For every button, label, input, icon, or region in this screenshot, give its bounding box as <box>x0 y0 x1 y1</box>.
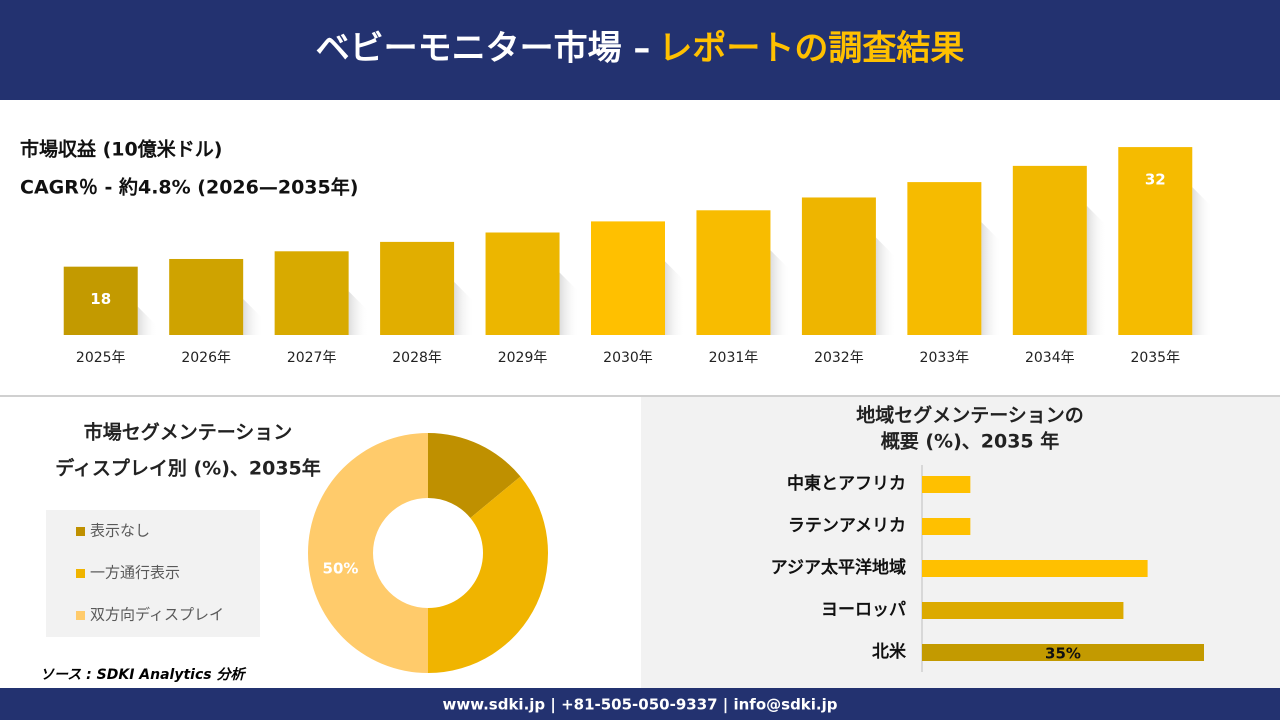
bar <box>922 644 1204 661</box>
bar-shadow <box>348 291 369 335</box>
value-label: 18 <box>90 290 111 308</box>
category-label: アジア太平洋地域 <box>771 557 906 578</box>
bar <box>591 221 665 335</box>
bar <box>922 518 971 535</box>
legend-label: 双方向ディスプレイ <box>90 606 224 624</box>
bar-shadow <box>559 272 580 335</box>
legend-label: 表示なし <box>90 522 150 540</box>
x-tick-label: 2027年 <box>287 350 337 366</box>
category-label: ラテンアメリカ <box>788 516 906 536</box>
x-tick-label: 2032年 <box>814 350 864 366</box>
legend-marker <box>76 527 85 536</box>
header-title-accent: レポートの調査結果 <box>658 29 964 69</box>
x-tick-label: 2025年 <box>76 350 126 366</box>
donut-segment <box>428 476 548 673</box>
value-label: 35% <box>1045 645 1081 663</box>
x-tick-label: 2034年 <box>1025 350 1075 366</box>
x-tick-label: 2035年 <box>1130 350 1180 366</box>
header-bar <box>0 0 1280 100</box>
bar <box>274 251 349 335</box>
chart-title: 概要 (%)、2035 年 <box>881 430 1060 453</box>
category-label: 中東とアフリカ <box>787 473 906 494</box>
donut-segment <box>428 433 521 518</box>
bar <box>1118 147 1193 335</box>
bar <box>907 182 982 335</box>
bar-shadow <box>875 237 896 335</box>
bar <box>801 197 876 335</box>
bar <box>922 602 1124 619</box>
bar-shadow <box>454 281 475 335</box>
bar <box>922 476 971 493</box>
bar-shadow <box>1192 187 1213 335</box>
legend-label: 一方通行表示 <box>90 564 180 582</box>
bar <box>696 210 771 335</box>
donut-segment <box>308 433 428 673</box>
category-label: 北米 <box>872 641 907 662</box>
legend-marker <box>76 611 85 620</box>
bar-shadow <box>137 306 158 335</box>
bar <box>63 266 138 335</box>
bar <box>169 258 244 335</box>
chart-title: 市場セグメンテーション <box>84 421 293 444</box>
value-label: 32 <box>1145 171 1166 189</box>
chart-title: 地域セグメンテーションの <box>856 404 1084 427</box>
bar <box>380 241 455 335</box>
legend-marker <box>76 569 85 578</box>
value-label: 50% <box>323 560 359 578</box>
header-title: ベビーモニター市場 – <box>316 29 651 69</box>
footer-bar <box>0 688 1280 720</box>
chart-title: ディスプレイ別 (%)、2035年 <box>55 457 321 480</box>
footer-contact: www.sdki.jp | +81-505-050-9337 | info@sd… <box>442 696 837 715</box>
bar-shadow <box>770 250 791 335</box>
x-tick-label: 2026年 <box>181 350 231 366</box>
bar <box>485 232 560 335</box>
category-label: ヨーロッパ <box>821 600 906 620</box>
x-tick-label: 2028年 <box>392 350 442 366</box>
right-panel <box>641 397 1280 688</box>
x-tick-label: 2029年 <box>498 350 548 366</box>
source-note: ソース : SDKI Analytics 分析 <box>40 666 247 683</box>
x-tick-label: 2031年 <box>709 350 759 366</box>
chart-title: 市場収益 (10億米ドル) <box>20 138 222 161</box>
chart-subtitle: CAGR％ - 約4.8% (2026—2035年) <box>20 176 358 199</box>
x-tick-label: 2033年 <box>920 350 970 366</box>
bar-shadow <box>665 261 685 335</box>
bar-shadow <box>1086 205 1107 335</box>
x-tick-label: 2030年 <box>603 350 653 366</box>
bar-shadow <box>981 222 1002 335</box>
bar <box>922 560 1148 577</box>
bar <box>1012 165 1087 335</box>
bar-shadow <box>243 298 264 335</box>
